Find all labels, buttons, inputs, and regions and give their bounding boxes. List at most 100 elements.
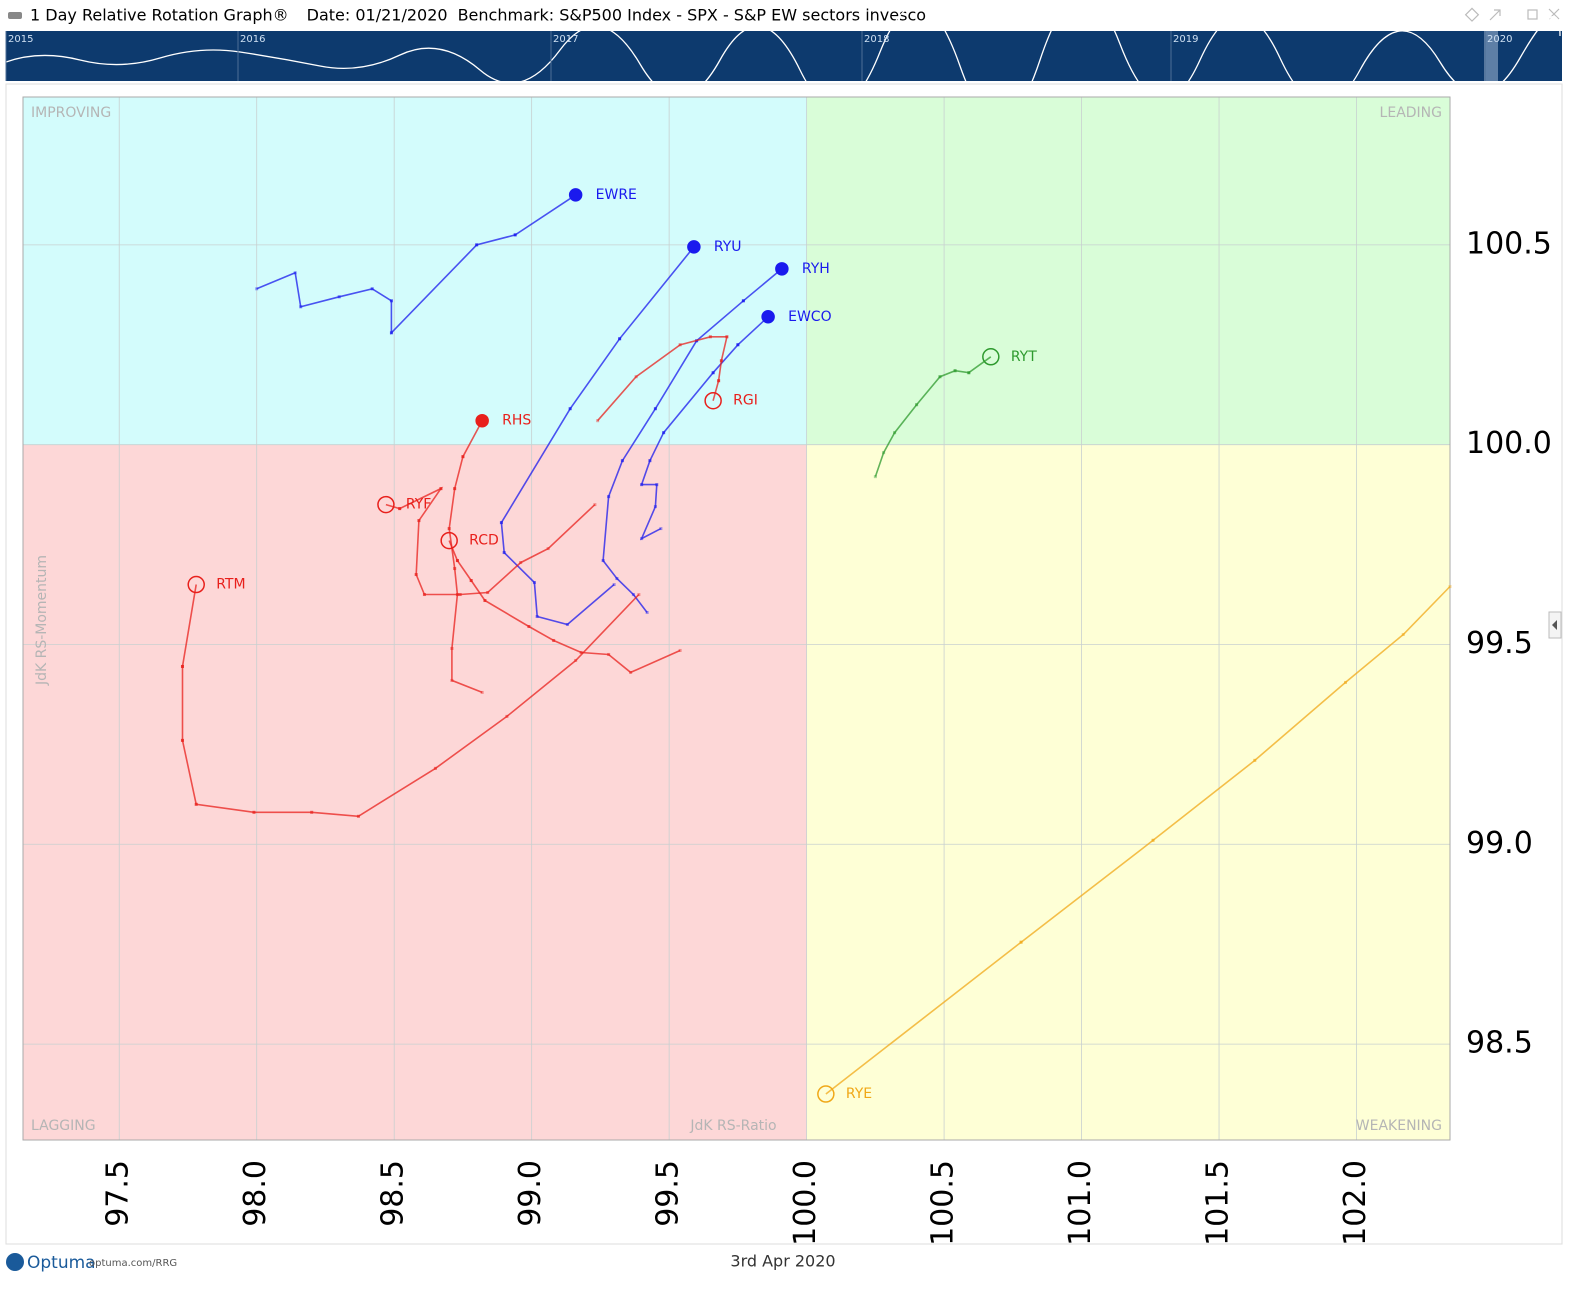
tail-point	[659, 527, 663, 531]
tail-point	[725, 335, 729, 339]
tail-point	[389, 299, 393, 303]
timeline-year: 2015	[8, 34, 33, 45]
series-label: RGI	[733, 393, 758, 409]
y-tick-label: 99.5	[1466, 626, 1533, 661]
tail-point	[398, 507, 402, 511]
tail-point	[967, 371, 971, 375]
tail-point	[653, 407, 657, 411]
tail-point	[645, 611, 649, 615]
tail-point	[499, 521, 503, 525]
tail-point	[1401, 632, 1405, 636]
window-icons[interactable]	[1464, 7, 1560, 22]
tail-point	[736, 343, 740, 347]
tail-point	[458, 593, 462, 597]
tail-point	[310, 810, 314, 814]
tail-point	[640, 483, 644, 487]
tail-line	[874, 356, 992, 477]
tail-line	[256, 194, 577, 335]
tail-line	[596, 336, 728, 422]
quadrant-label: LAGGING	[31, 1118, 96, 1134]
series-label: RCD	[469, 533, 499, 549]
brand-logo	[6, 1253, 24, 1271]
tail-point	[483, 599, 487, 603]
quadrant-leading	[806, 97, 1450, 445]
x-tick-label: 102.0	[1338, 1160, 1373, 1246]
tail-point	[1151, 838, 1155, 842]
y-tick-label: 100.5	[1466, 226, 1552, 261]
y-tick-label: 99.0	[1466, 826, 1533, 861]
timeline-year: 2019	[1173, 34, 1198, 45]
tail-point	[565, 622, 569, 626]
tail-point	[648, 459, 652, 463]
plot-border	[22, 96, 1451, 1141]
tail-point	[719, 359, 723, 363]
brand-url: optuma.com/RRG	[89, 1258, 177, 1269]
tail-point	[180, 738, 184, 742]
head-marker	[761, 310, 775, 324]
tail-point	[194, 802, 198, 806]
series-label: RYF	[406, 497, 431, 513]
head-marker	[982, 348, 1000, 366]
tail-point	[502, 551, 506, 555]
tail-point	[505, 714, 509, 718]
quadrant-label: WEAKENING	[1356, 1118, 1442, 1134]
tail-point	[938, 375, 942, 379]
side-toggle-arrow	[1552, 620, 1557, 630]
tail-point	[519, 561, 523, 565]
timeline-selector[interactable]	[1484, 31, 1498, 81]
tail-point	[389, 331, 393, 335]
tail-point	[678, 648, 682, 652]
head-marker	[704, 391, 722, 410]
quadrant-label: IMPROVING	[31, 105, 111, 121]
tail-point	[893, 431, 897, 435]
tail-point	[447, 527, 451, 531]
tail-point	[450, 646, 454, 650]
tail-point	[480, 690, 484, 694]
tail-point	[637, 593, 641, 597]
x-tick-label: 98.0	[238, 1160, 273, 1227]
tail-point	[255, 287, 259, 291]
header-icon	[8, 12, 22, 19]
tail-point	[1448, 585, 1452, 589]
quadrant-improving	[23, 97, 807, 445]
tail-point	[532, 581, 536, 585]
tail-point	[475, 243, 479, 247]
timeline-year: 2016	[240, 34, 265, 45]
tail-point	[618, 337, 622, 341]
tail-point	[414, 573, 418, 577]
head-marker	[475, 413, 489, 428]
tail-line	[602, 268, 783, 613]
footer-date: 3rd Apr 2020	[730, 1252, 835, 1271]
x-tick-label: 99.0	[513, 1160, 548, 1227]
tail-point	[579, 650, 583, 654]
tail-point	[1019, 940, 1023, 944]
tail-point	[568, 407, 572, 411]
tail-point	[711, 371, 715, 375]
tail-point	[717, 379, 721, 383]
tail-point	[655, 483, 659, 487]
quadrant-lagging	[23, 444, 807, 1141]
tail-point	[453, 567, 457, 571]
tail-point	[513, 233, 517, 237]
tail-point	[634, 375, 638, 379]
head-marker	[775, 262, 789, 276]
tail-point	[453, 487, 457, 491]
tail-point	[953, 369, 957, 373]
tail-point	[433, 766, 437, 770]
x-tick-label: 100.0	[788, 1160, 823, 1246]
header-title: 1 Day Relative Rotation Graph®	[30, 6, 289, 25]
tail-point	[546, 547, 550, 551]
timeline-year: 2018	[864, 34, 889, 45]
tail-point	[873, 475, 877, 479]
x-tick-label: 99.5	[651, 1160, 686, 1227]
x-tick-label: 100.5	[926, 1160, 961, 1246]
tail-point	[629, 670, 633, 674]
tail-point	[882, 451, 886, 455]
tail-point	[356, 814, 360, 818]
tail-point	[422, 593, 426, 597]
x-tick-label: 98.5	[376, 1160, 411, 1227]
tail-point	[741, 299, 745, 303]
series-label: RYU	[714, 239, 742, 255]
